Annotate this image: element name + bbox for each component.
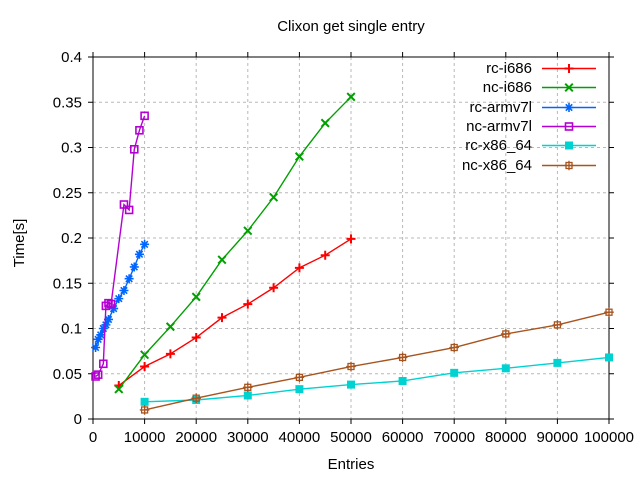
legend: rc-i686 nc-i686 rc-armv7l nc-armv7l rc-x… <box>370 59 598 175</box>
legend-label: nc-x86_64 <box>461 156 532 174</box>
series-rc-armv7l <box>91 239 150 353</box>
legend-item: rc-armv7l <box>370 98 598 117</box>
legend-line-marker-icon <box>542 83 596 93</box>
legend-item: nc-i686 <box>370 78 598 97</box>
svg-text:100000: 100000 <box>584 429 634 446</box>
legend-item: nc-x86_64 <box>370 155 598 174</box>
legend-label: nc-i686 <box>482 79 532 97</box>
legend-label: rc-i686 <box>486 60 532 78</box>
chart-title: Clixon get single entry <box>277 18 425 35</box>
x-axis-label: Entries <box>327 456 375 473</box>
svg-text:50000: 50000 <box>330 429 372 446</box>
series-rc-i686 <box>114 234 356 391</box>
y-axis-label: Time[s] <box>11 218 28 268</box>
svg-text:0.35: 0.35 <box>53 94 82 111</box>
svg-text:0.2: 0.2 <box>61 230 82 247</box>
svg-text:60000: 60000 <box>382 429 424 446</box>
legend-label: rc-x86_64 <box>465 137 532 155</box>
svg-text:80000: 80000 <box>485 429 527 446</box>
x-tick-labels: 0 10000 20000 30000 40000 50000 60000 70000 8000… <box>89 429 634 446</box>
svg-text:20000: 20000 <box>175 429 217 446</box>
legend-line-marker-icon <box>542 141 596 150</box>
svg-text:0: 0 <box>89 429 97 446</box>
svg-text:0.1: 0.1 <box>61 321 82 338</box>
legend-line-marker-icon <box>542 122 596 131</box>
legend-item: rc-i686 <box>370 59 598 78</box>
axes <box>88 52 614 424</box>
svg-text:90000: 90000 <box>537 429 579 446</box>
svg-text:0.3: 0.3 <box>61 140 82 157</box>
svg-text:0.4: 0.4 <box>61 49 82 66</box>
svg-text:70000: 70000 <box>433 429 475 446</box>
legend-item: rc-x86_64 <box>370 136 598 155</box>
legend-line-marker-icon <box>542 102 596 112</box>
svg-text:0.15: 0.15 <box>53 275 82 292</box>
series-rc-x86_64 <box>140 353 613 406</box>
legend-item: nc-armv7l <box>370 117 598 136</box>
series-nc-armv7l <box>91 111 149 381</box>
legend-label: rc-armv7l <box>469 98 533 116</box>
svg-text:30000: 30000 <box>227 429 269 446</box>
svg-text:0: 0 <box>74 411 82 428</box>
svg-text:0.25: 0.25 <box>53 185 82 202</box>
legend-line-marker-icon <box>542 64 596 74</box>
y-tick-labels: 0 0.05 0.1 0.15 0.2 0.25 0.3 0.35 0.4 <box>53 49 82 428</box>
svg-text:40000: 40000 <box>279 429 321 446</box>
legend-line-marker-icon <box>542 160 596 170</box>
svg-text:0.05: 0.05 <box>53 366 82 383</box>
series-nc-x86_64 <box>139 307 614 415</box>
svg-text:10000: 10000 <box>124 429 166 446</box>
series-nc-i686 <box>114 92 356 394</box>
legend-label: nc-armv7l <box>466 118 532 136</box>
